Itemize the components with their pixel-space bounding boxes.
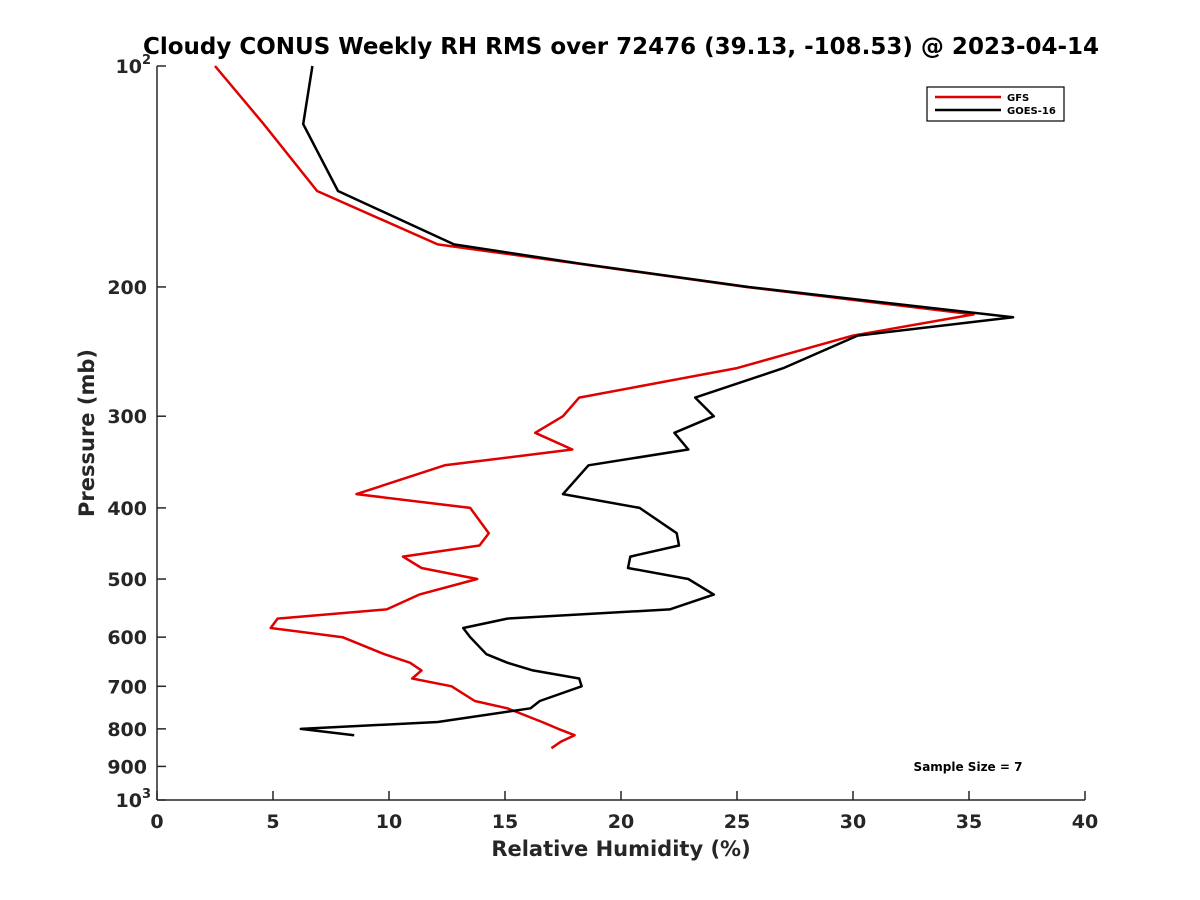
series-line-gfs xyxy=(214,65,975,750)
x-tick-label: 30 xyxy=(840,811,866,833)
x-tick-label: 5 xyxy=(266,811,279,833)
y-tick-label: 300 xyxy=(107,406,147,428)
legend: GFS GOES-16 xyxy=(926,86,1065,122)
legend-box xyxy=(926,86,1065,122)
y-axis-label: Pressure (mb) xyxy=(75,349,99,517)
sample-size-note: Sample Size = 7 xyxy=(914,760,1023,774)
y-tick-label: 900 xyxy=(107,756,147,778)
y-tick-label: 800 xyxy=(107,719,147,741)
y-tick-label: 103 xyxy=(116,787,152,812)
x-tick-label: 35 xyxy=(956,811,982,833)
x-tick-label: 10 xyxy=(376,811,402,833)
legend-label: GFS xyxy=(1007,93,1029,104)
series-line-goes-16 xyxy=(299,65,1015,737)
x-tick-label: 40 xyxy=(1072,811,1098,833)
x-tick-label: 20 xyxy=(608,811,634,833)
legend-label: GOES-16 xyxy=(1007,106,1056,117)
chart-title: Cloudy CONUS Weekly RH RMS over 72476 (3… xyxy=(143,34,1099,60)
x-tick-label: 25 xyxy=(724,811,750,833)
y-axis-ticks: 102 200 300 400 500 600 700 800 900 103 xyxy=(107,53,166,812)
x-axis-ticks: 0 5 10 15 20 25 30 35 40 xyxy=(150,791,1098,833)
x-tick-label: 15 xyxy=(492,811,518,833)
y-tick-label: 500 xyxy=(107,569,147,591)
y-tick-label: 400 xyxy=(107,498,147,520)
x-tick-label: 0 xyxy=(150,811,163,833)
y-tick-label: 600 xyxy=(107,627,147,649)
plot-lines xyxy=(214,65,1015,750)
y-tick-label: 102 xyxy=(116,53,152,78)
y-tick-label: 700 xyxy=(107,676,147,698)
x-axis-label: Relative Humidity (%) xyxy=(491,837,750,861)
y-tick-label: 200 xyxy=(107,277,147,299)
axes xyxy=(156,66,1085,801)
